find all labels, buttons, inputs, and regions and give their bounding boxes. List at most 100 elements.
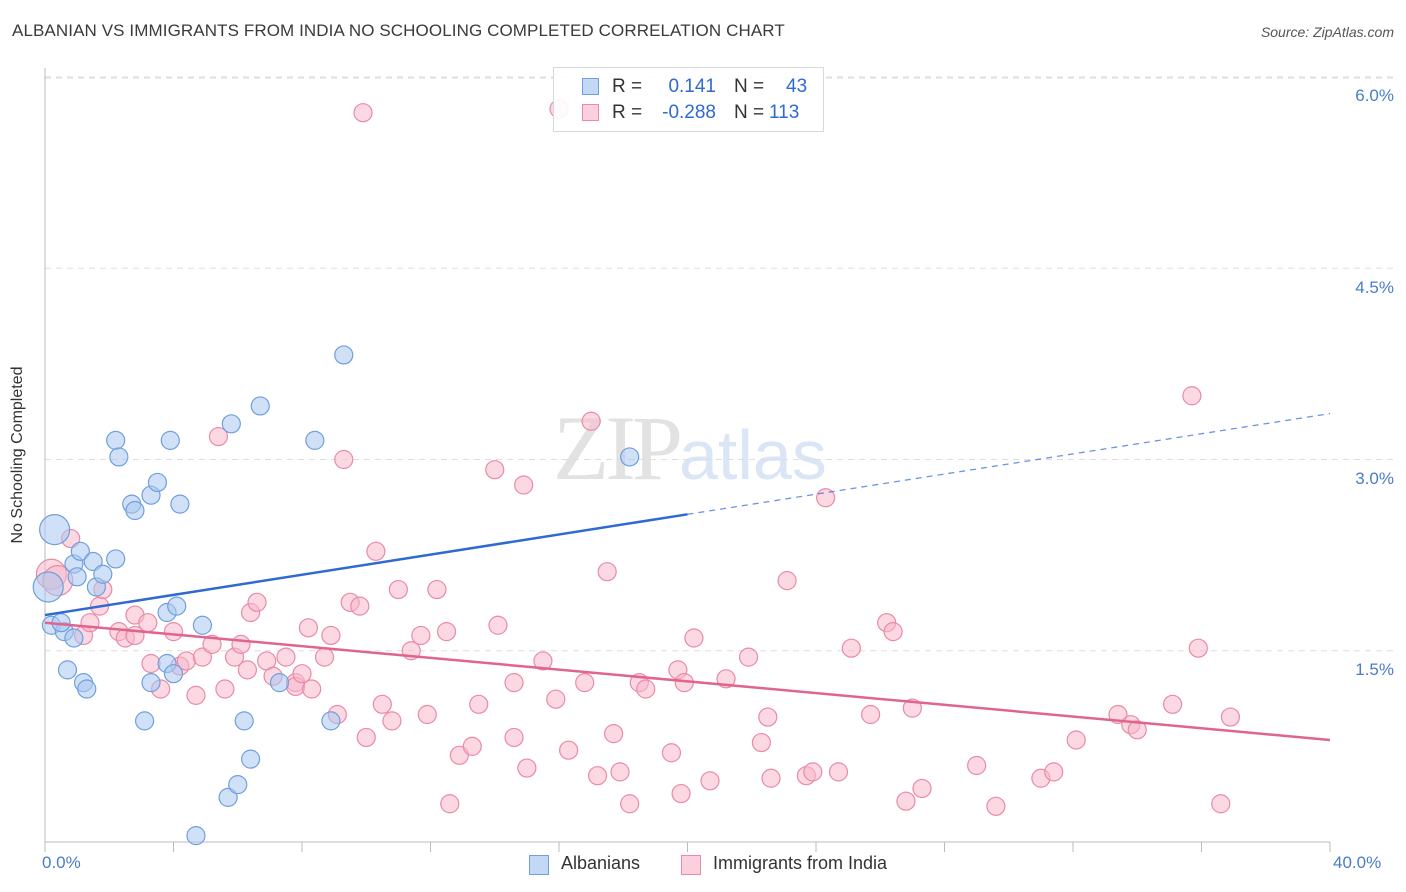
y-axis-label: No Schooling Completed — [9, 366, 26, 544]
data-point — [138, 613, 158, 633]
x-tick-label-max: 40.0% — [1333, 853, 1382, 872]
data-point — [684, 628, 704, 648]
data-point — [436, 622, 457, 642]
data-point — [504, 673, 524, 693]
data-point — [758, 707, 778, 727]
watermark: ZIPatlas — [553, 395, 827, 501]
data-point — [32, 571, 64, 603]
data-point — [967, 755, 987, 776]
india-trend-line — [44, 621, 1331, 742]
data-point — [353, 103, 373, 123]
data-point — [334, 449, 354, 470]
data-point — [620, 794, 640, 814]
data-point — [70, 541, 90, 561]
data-point — [241, 749, 261, 769]
watermark-zip: ZIP — [553, 397, 683, 499]
data-point — [192, 615, 213, 635]
data-point — [208, 426, 229, 447]
data-point — [276, 647, 296, 667]
data-point — [64, 628, 84, 648]
data-point — [163, 664, 184, 684]
data-point — [57, 660, 78, 680]
data-point — [186, 826, 206, 846]
r-value: -0.288 — [662, 102, 716, 123]
data-point — [533, 651, 553, 671]
data-point — [215, 679, 235, 699]
stats-legend-row-albanians: R = 0.141 N = 43 — [554, 75, 823, 99]
data-point — [504, 727, 524, 748]
stats-legend-row-india: R = -0.288 N = 113 — [554, 101, 823, 125]
data-point — [610, 762, 630, 782]
data-point — [469, 694, 489, 714]
r-value: 0.141 — [668, 76, 716, 97]
data-point — [738, 647, 759, 667]
data-point — [514, 475, 534, 495]
data-point — [1066, 730, 1086, 750]
pink-swatch-icon — [582, 104, 599, 121]
data-point — [902, 698, 922, 718]
data-point — [604, 724, 624, 744]
data-point — [1220, 707, 1241, 727]
data-point — [192, 647, 213, 667]
data-point — [751, 732, 771, 753]
data-point — [1162, 694, 1183, 714]
data-point — [247, 592, 267, 612]
data-point — [388, 579, 408, 600]
data-point — [546, 689, 566, 709]
data-point — [106, 549, 126, 569]
data-point — [671, 783, 691, 804]
data-point — [170, 494, 190, 514]
data-point — [700, 771, 720, 791]
albanians-trend-extension — [687, 412, 1331, 515]
data-point — [1182, 386, 1202, 406]
data-point — [134, 711, 155, 731]
data-point — [1044, 762, 1064, 782]
data-point — [575, 673, 595, 693]
data-point — [440, 794, 460, 814]
data-point — [559, 740, 579, 760]
data-point — [221, 414, 241, 434]
albanians-trend-line — [44, 513, 688, 617]
r-label: R = — [612, 102, 643, 123]
data-point — [597, 562, 617, 582]
data-point — [883, 622, 903, 642]
data-point — [83, 551, 103, 572]
data-point — [488, 615, 508, 635]
blue-swatch-icon — [582, 78, 599, 95]
data-point — [1188, 638, 1208, 658]
r-label: R = — [612, 76, 643, 97]
data-point — [302, 679, 322, 699]
data-point — [250, 396, 270, 416]
data-point — [382, 711, 402, 731]
data-point — [141, 673, 161, 693]
data-point — [485, 460, 505, 480]
data-point — [77, 679, 97, 699]
legend-label: Immigrants from India — [713, 853, 888, 873]
data-point — [218, 787, 238, 807]
data-point — [417, 704, 437, 725]
data-point — [292, 664, 312, 684]
data-point — [777, 571, 797, 591]
data-point — [67, 567, 87, 587]
pink-swatch-icon — [681, 855, 701, 875]
data-point — [125, 500, 145, 521]
data-point — [106, 430, 126, 450]
data-point — [228, 775, 248, 795]
data-point — [636, 679, 656, 699]
data-point — [234, 711, 254, 731]
data-point — [269, 673, 290, 693]
data-point — [427, 579, 447, 600]
data-point — [147, 472, 168, 493]
axes-layer — [44, 68, 1331, 852]
data-point — [620, 447, 640, 467]
data-point — [581, 411, 601, 431]
data-point — [334, 345, 354, 365]
blue-swatch-icon — [529, 855, 549, 875]
data-point — [411, 625, 431, 646]
n-value: 43 — [786, 76, 808, 97]
data-point — [298, 618, 319, 638]
data-point — [372, 694, 392, 714]
n-value: 113 — [769, 102, 800, 123]
data-point — [167, 596, 187, 616]
